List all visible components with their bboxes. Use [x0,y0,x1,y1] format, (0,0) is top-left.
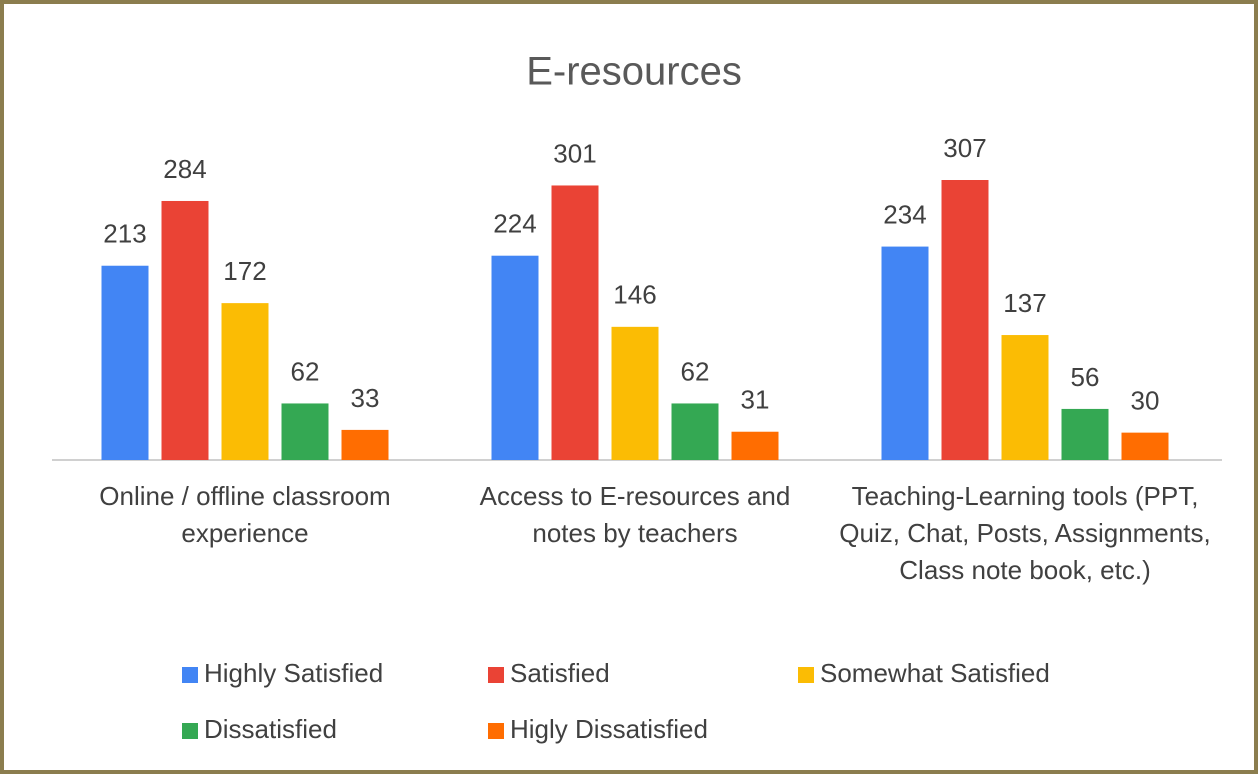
data-label: 137 [1003,288,1046,318]
data-label: 56 [1071,362,1100,392]
data-label: 307 [943,133,986,163]
chart-title: E-resources [526,50,742,94]
x-tick-label: Teaching-Learning tools (PPT, Quiz, Chat… [839,481,1211,585]
data-label: 284 [163,154,206,184]
chart: E-resources 213 284 172 62 33 224 301 146 62 31 23… [52,50,1222,744]
bar [881,246,929,460]
bar [221,303,269,460]
bar [1121,432,1169,460]
legend-swatch [488,667,504,683]
legend-swatch [488,723,504,739]
bar [341,429,389,460]
bar [281,403,329,460]
x-tick-label: Online / offline classroom experience [99,481,391,548]
bar [161,200,209,460]
legend-swatch [798,667,814,683]
data-label: 234 [883,199,926,229]
bar [491,255,539,460]
data-label: 213 [103,219,146,249]
legend-label: Somewhat Satisfied [820,658,1050,688]
data-label: 146 [613,280,656,310]
bar [671,403,719,460]
legend-label: Dissatisfied [204,714,337,744]
bar [1061,408,1109,460]
data-label: 31 [741,385,770,415]
bar [941,180,989,460]
data-label: 30 [1131,386,1160,416]
data-label: 172 [223,256,266,286]
bar [551,185,599,461]
legend-swatch [182,723,198,739]
data-label: 33 [351,383,380,413]
bar [731,431,779,460]
bar [101,265,149,460]
legend-label: Highly Satisfied [204,658,383,688]
legend-swatch [182,667,198,683]
legend-label: Higly Dissatisfied [510,714,708,744]
legend-label: Satisfied [510,658,610,688]
data-label: 62 [291,356,320,386]
data-label: 62 [681,356,710,386]
bar [1001,335,1049,460]
x-tick-label: Access to E-resources and notes by teach… [479,481,791,548]
data-label: 224 [493,209,536,239]
data-label: 301 [553,138,596,168]
bar [611,326,659,460]
